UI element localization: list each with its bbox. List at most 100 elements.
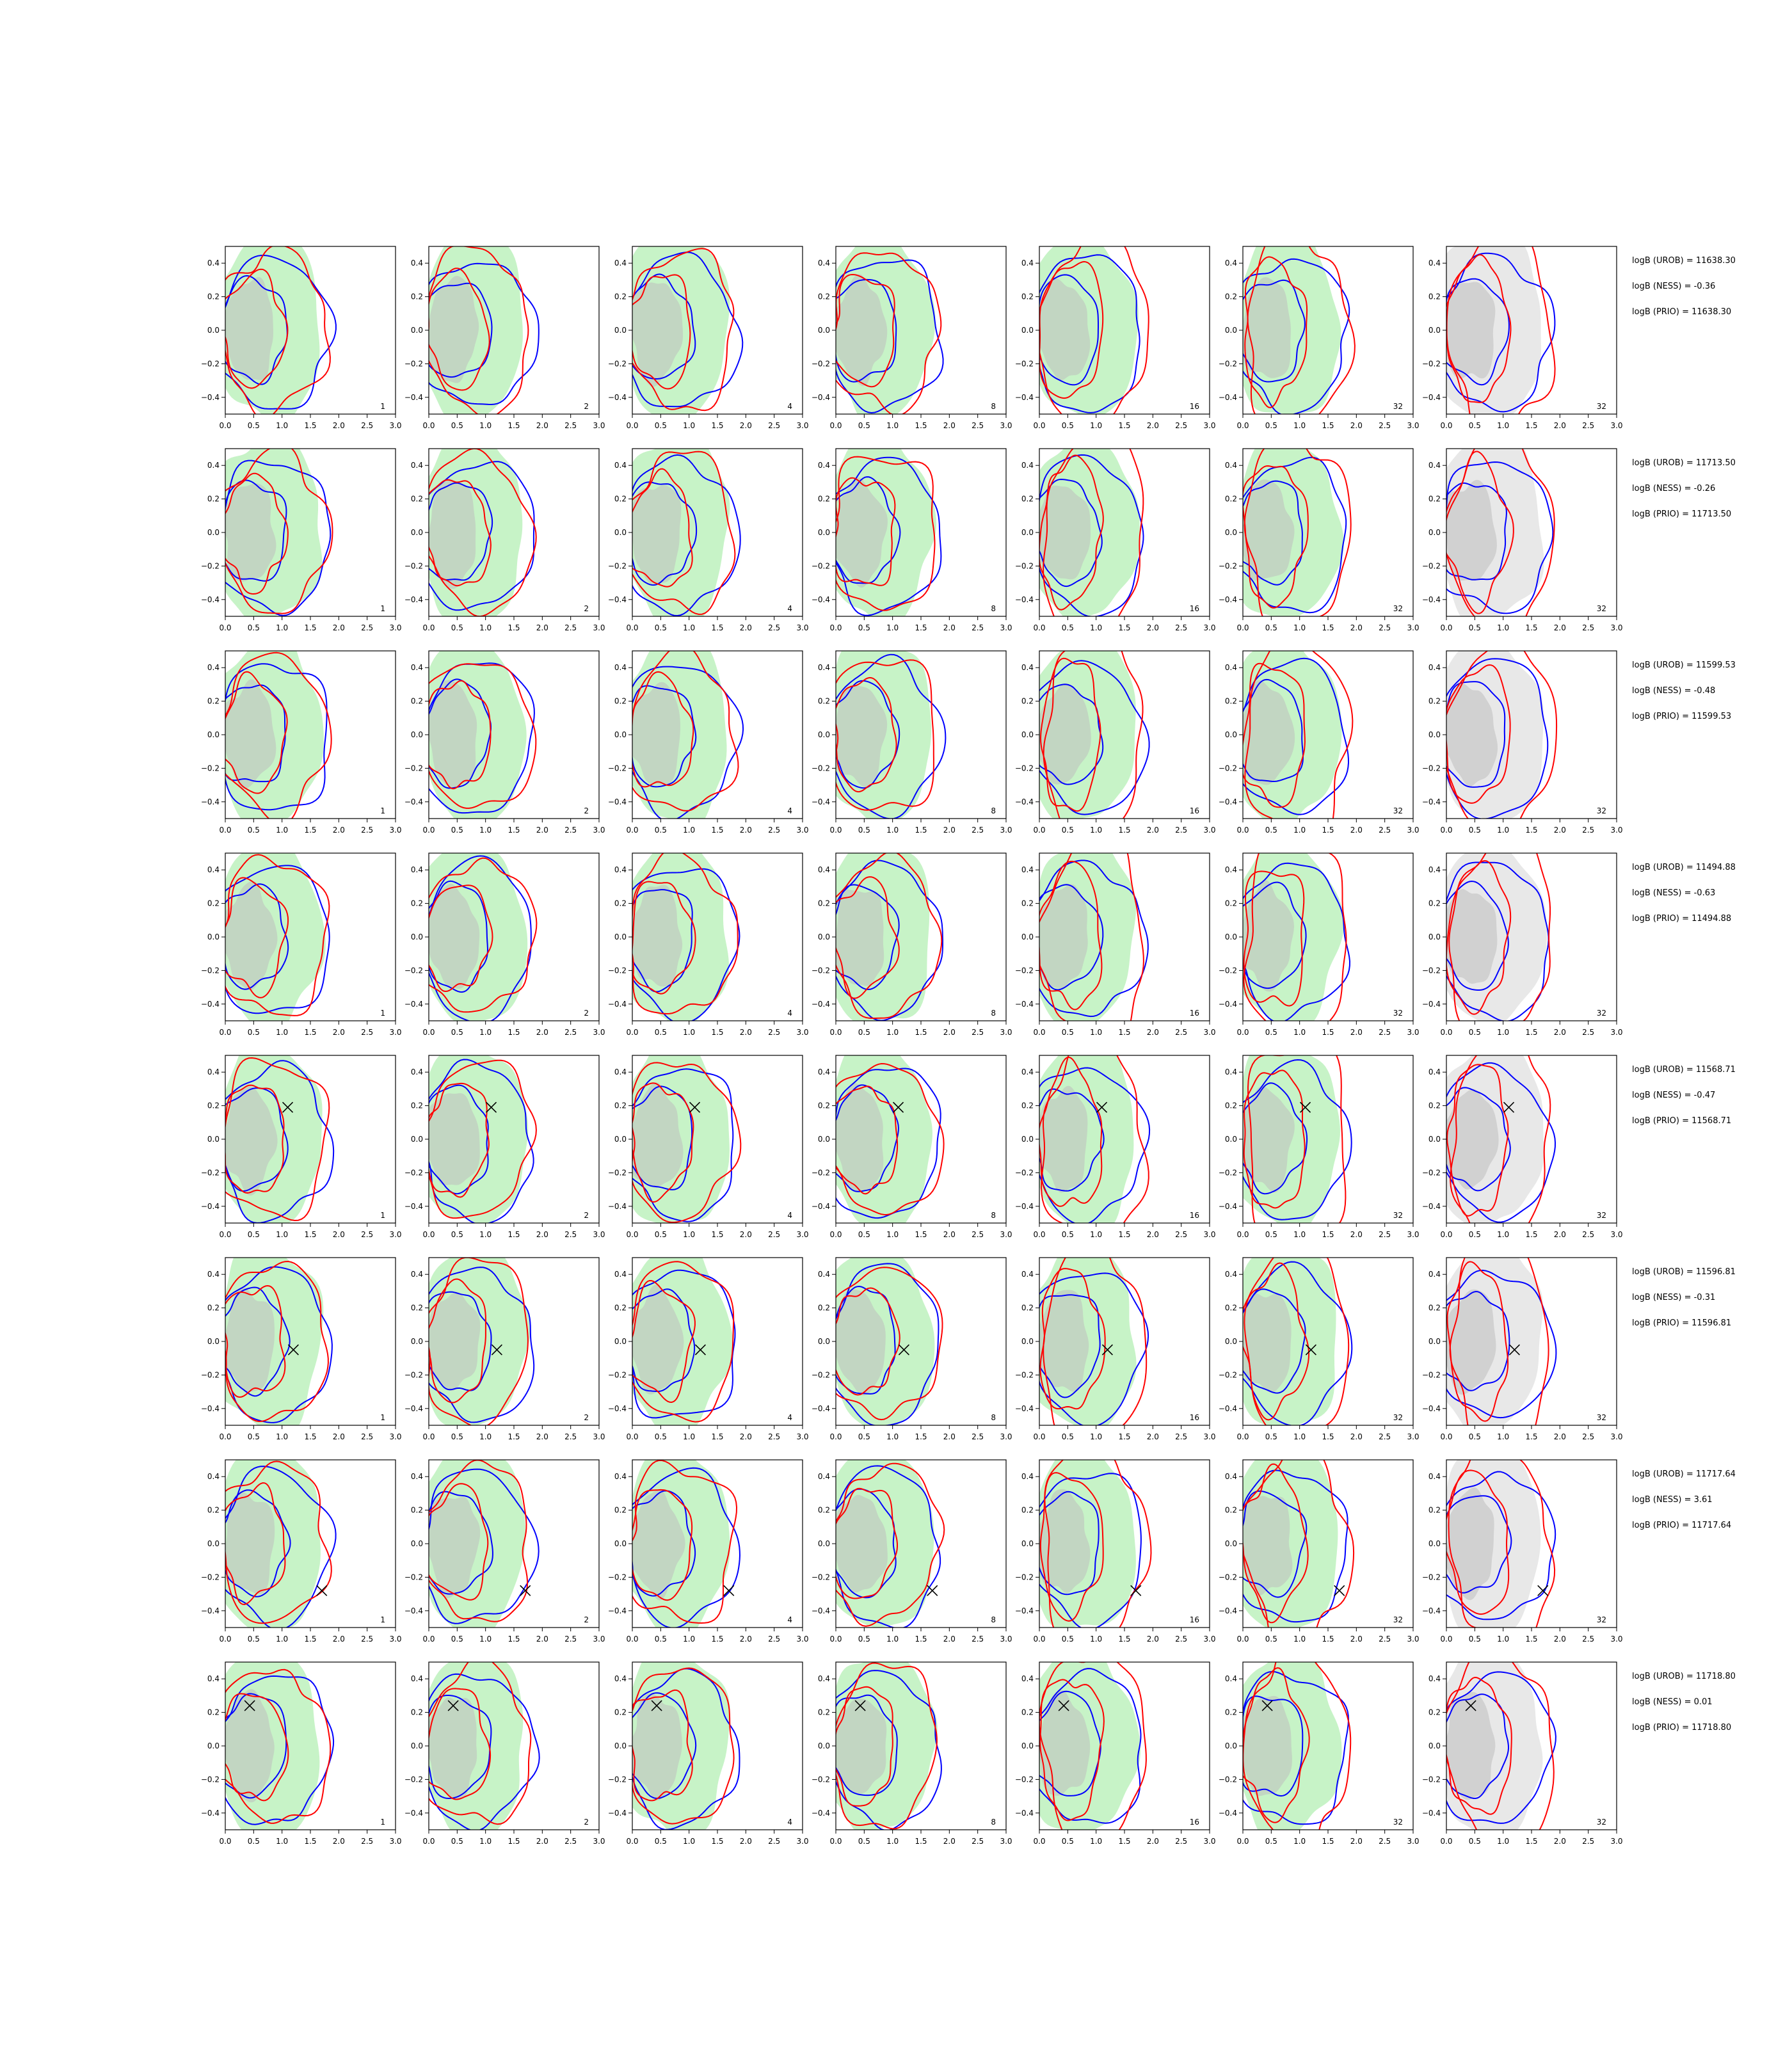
x-tick-label: 1.5 [1525,623,1537,632]
blue-contour [1446,461,1554,614]
x-tick-label: 0.5 [451,826,463,835]
x-tick-label: 2.5 [972,421,984,430]
blue-contour [225,1266,333,1423]
x-tick-label: 2.0 [1350,826,1363,835]
x-tick-label: 2.0 [1554,623,1566,632]
x-tick-label: 3.0 [389,623,401,632]
panel-r5-c1: 0.0 0.5 1.0 1.5 2.0 2.5 3.0 0.4 0.2 0.0 −0.2 −0.4 1 [201,1055,402,1239]
x-tick-label: 3.0 [593,1230,605,1239]
red-contour [225,268,289,389]
true-value-marker [1261,1700,1273,1711]
red-contour [1039,860,1103,1011]
x-tick-label: 0.5 [248,826,260,835]
logb-text: logB (UROB) = 11713.50 [1632,458,1736,468]
y-tick-label: −0.2 [201,561,220,570]
y-tick-label: 0.4 [411,461,423,470]
red-contour [836,477,896,586]
blue-contour [836,1263,940,1425]
x-tick-label: 1.5 [1525,1230,1537,1239]
x-tick-label: 2.5 [1379,1635,1391,1644]
panel-r8-c1: 0.0 0.5 1.0 1.5 2.0 2.5 3.0 0.4 0.2 0.0 −0.2 −0.4 1 [201,1661,402,1846]
x-tick-label: 3.0 [1203,1837,1215,1846]
blue-contour [1039,274,1099,386]
panel-r7-c4: 0.0 0.5 1.0 1.5 2.0 2.5 3.0 0.4 0.2 0.0 −0.2 −0.4 8 [812,1459,1012,1644]
x-tick-label: 2.0 [333,1028,345,1037]
x-tick-label: 2.5 [1175,1432,1187,1441]
y-tick-label: 0.0 [207,1539,220,1548]
x-tick-label: 1.5 [304,1028,316,1037]
y-tick-label: 0.0 [1428,528,1441,537]
x-tick-label: 1.5 [915,623,927,632]
y-tick-label: 0.0 [614,1337,627,1346]
blue-contour [429,1673,540,1830]
x-tick-label: 2.0 [536,1837,548,1846]
y-tick-label: 0.2 [1428,899,1441,908]
panel-r5-c6: 0.0 0.5 1.0 1.5 2.0 2.5 3.0 0.4 0.2 0.0 −0.2 −0.4 32 [1219,1055,1420,1239]
x-tick-label: 1.0 [683,1837,695,1846]
y-tick-label: −0.4 [1219,393,1237,402]
y-tick-label: −0.2 [1422,966,1441,975]
blue-contour [1243,1695,1304,1797]
y-tick-label: 0.0 [818,1135,830,1144]
x-tick-label: 1.5 [508,1230,520,1239]
y-tick-label: 0.0 [207,1135,220,1144]
panel-r5-c7: 0.0 0.5 1.0 1.5 2.0 2.5 3.0 0.4 0.2 0.0 −0.2 −0.4 32 [1422,1055,1623,1239]
y-tick-label: −0.4 [1422,1000,1441,1009]
y-tick-label: 0.0 [411,1741,423,1750]
blue-contour [1243,1261,1353,1425]
y-tick-label: 0.0 [614,1741,627,1750]
y-tick-label: 0.0 [1021,528,1034,537]
x-tick-label: 1.5 [508,1432,520,1441]
y-tick-label: −0.2 [404,966,423,975]
x-tick-label: 2.5 [1175,1230,1187,1239]
x-tick-label: 1.5 [508,421,520,430]
x-tick-label: 0.5 [655,826,667,835]
inner-region [429,1093,480,1185]
y-tick-label: 0.0 [1225,528,1237,537]
y-tick-label: 0.0 [614,528,627,537]
panel-label: 32 [1597,1413,1606,1422]
red-contour [1446,1676,1512,1815]
red-contour [632,1279,696,1404]
y-tick-label: 0.4 [1428,1472,1441,1481]
x-tick-label: 1.5 [915,1230,927,1239]
inner-region [225,881,278,991]
y-tick-label: 0.4 [1428,259,1441,268]
y-tick-label: 0.2 [614,899,627,908]
x-tick-label: 0.0 [1440,421,1452,430]
blue-contour [1243,480,1303,586]
panel-label: 32 [1393,806,1403,815]
red-contour [429,884,493,993]
inner-region [429,276,479,383]
x-tick-label: 0.5 [1265,1432,1277,1441]
blue-contour [1243,1469,1348,1623]
x-tick-label: 0.5 [1469,1230,1481,1239]
panel-label: 32 [1393,1009,1403,1018]
red-contour [225,1084,285,1194]
red-contour [632,1261,735,1423]
y-tick-label: −0.2 [1219,1775,1237,1784]
x-tick-label: 0.0 [1236,1837,1249,1846]
panel-label: 32 [1597,806,1606,815]
x-tick-label: 0.5 [1062,1432,1074,1441]
red-contour [1243,1460,1355,1628]
y-tick-label: −0.4 [1015,393,1034,402]
panel-label: 2 [584,806,589,815]
y-tick-label: 0.2 [411,495,423,504]
x-tick-label: 2.5 [1175,421,1187,430]
x-tick-label: 2.5 [1175,1028,1187,1037]
y-tick-label: 0.4 [614,1472,627,1481]
x-tick-label: 2.0 [943,1028,956,1037]
x-tick-label: 0.5 [451,1837,463,1846]
x-tick-label: 1.0 [1497,826,1509,835]
x-tick-label: 0.0 [422,826,435,835]
x-tick-label: 3.0 [389,421,401,430]
y-tick-label: −0.2 [812,1370,830,1379]
panel-r6-c1: 0.0 0.5 1.0 1.5 2.0 2.5 3.0 0.4 0.2 0.0 −0.2 −0.4 1 [201,1257,402,1441]
red-contour [1446,1261,1509,1422]
x-tick-label: 1.0 [1293,1837,1306,1846]
x-tick-label: 2.0 [943,826,956,835]
logb-text: logB (PRIO) = 11638.30 [1632,307,1731,317]
x-tick-label: 0.5 [858,826,870,835]
logb-text: logB (PRIO) = 11494.88 [1632,914,1731,924]
